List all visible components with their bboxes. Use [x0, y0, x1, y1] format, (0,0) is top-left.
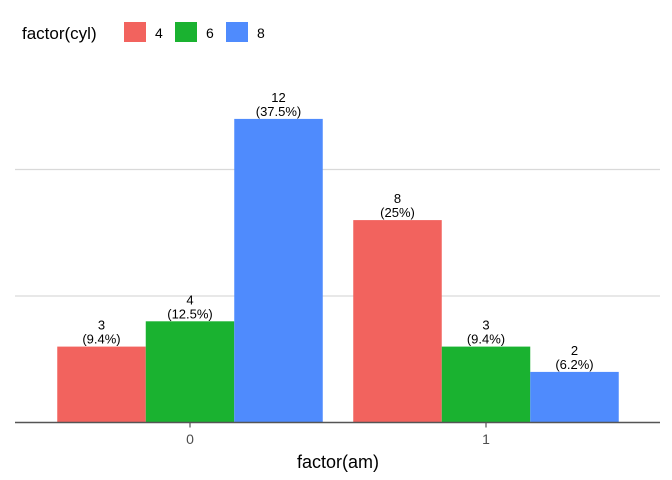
legend-key-6	[175, 22, 197, 42]
bar-cyl4-am0	[57, 346, 146, 423]
legend-title: factor(cyl)	[22, 24, 97, 43]
bar-cyl6-am0	[145, 321, 235, 423]
bar-cyl6-am1	[441, 346, 531, 423]
legend-key-4	[124, 22, 146, 42]
x-tick-label-1: 1	[482, 431, 490, 447]
legend-label-6: 6	[206, 25, 214, 41]
legend-label-8: 8	[257, 25, 265, 41]
x-axis-title: factor(am)	[297, 452, 379, 472]
data-label-cyl8-am0: 12 (37.5%)	[256, 90, 302, 119]
data-labels: 3 (9.4%) 8 (25%) 4 (12.5%) 3 (9.4%) 12 (37.5%) 2 (6…	[82, 90, 593, 372]
data-label-cyl6-am0: 4 (12.5%)	[167, 292, 213, 321]
x-tick-label-0: 0	[186, 431, 194, 447]
bar-cyl8-am1	[530, 371, 619, 423]
legend-label-4: 4	[155, 25, 163, 41]
legend: factor(cyl) 4 6 8	[22, 22, 265, 43]
data-label-cyl6-am1: 3 (9.4%)	[467, 318, 505, 347]
data-label-cyl8-am1: 2 (6.2%)	[555, 343, 593, 372]
gridlines	[15, 168, 660, 297]
data-label-cyl4-am0: 3 (9.4%)	[82, 318, 120, 347]
bars	[57, 118, 619, 423]
bar-cyl4-am1	[353, 220, 442, 423]
bar-cyl8-am0	[234, 118, 323, 423]
legend-key-8	[226, 22, 248, 42]
data-label-cyl4-am1: 8 (25%)	[380, 191, 415, 220]
